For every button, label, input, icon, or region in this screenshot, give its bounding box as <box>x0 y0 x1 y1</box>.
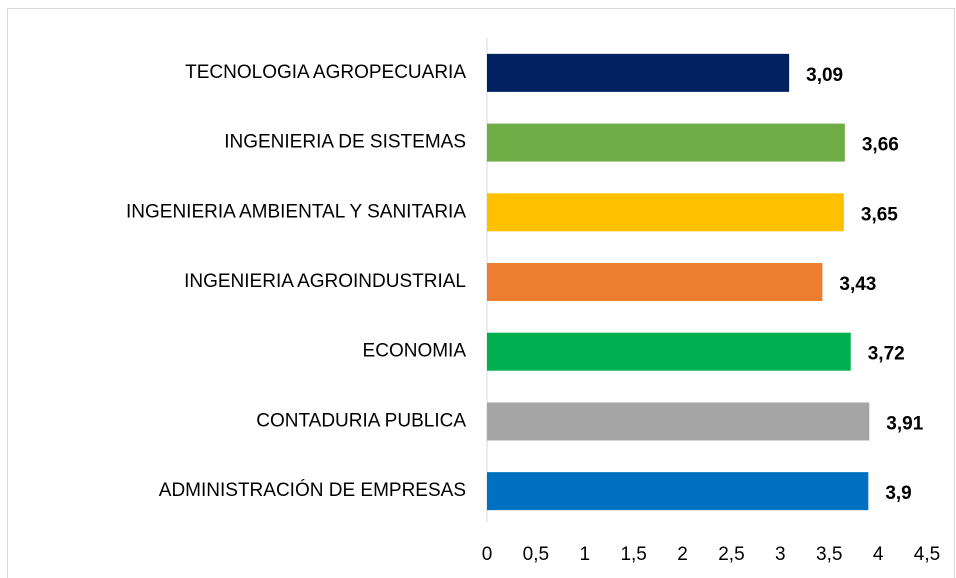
data-label: 3,43 <box>839 274 876 295</box>
data-label: 3,72 <box>868 344 905 365</box>
data-label: 3,65 <box>861 204 898 225</box>
x-tick-label: 4 <box>873 544 884 565</box>
bar <box>487 472 869 511</box>
y-tick-label: ECONOMIA <box>363 341 467 362</box>
x-tick-label: 2 <box>677 544 688 565</box>
x-tick-label: 0,5 <box>523 544 549 565</box>
bar <box>487 123 845 162</box>
y-tick-label: INGENIERIA DE SISTEMAS <box>224 132 466 153</box>
bar <box>487 263 823 301</box>
y-tick-label: INGENIERIA AGROINDUSTRIAL <box>184 271 466 292</box>
x-tick-label: 1,5 <box>620 544 646 565</box>
x-tick-label: 1 <box>579 544 590 565</box>
data-label: 3,91 <box>886 413 923 434</box>
data-label: 3,66 <box>862 135 899 156</box>
chart-border <box>7 8 955 578</box>
y-tick-label: ADMINISTRACIÓN DE EMPRESAS <box>159 479 466 501</box>
bar <box>487 193 844 232</box>
data-label: 3,9 <box>885 483 911 504</box>
bar <box>487 53 790 92</box>
y-tick-label: INGENIERIA AMBIENTAL Y SANITARIA <box>126 201 466 222</box>
data-label: 3,09 <box>806 65 843 86</box>
x-tick-label: 4,5 <box>914 544 940 565</box>
y-tick-label: CONTADURIA PUBLICA <box>256 410 466 431</box>
bar <box>487 332 851 371</box>
x-tick-label: 2,5 <box>718 544 744 565</box>
x-tick-label: 3 <box>775 544 786 565</box>
x-tick-label: 3,5 <box>816 544 842 565</box>
x-tick-label: 0 <box>482 544 493 565</box>
y-tick-label: TECNOLOGIA AGROPECUARIA <box>185 62 466 83</box>
bar <box>487 402 870 441</box>
